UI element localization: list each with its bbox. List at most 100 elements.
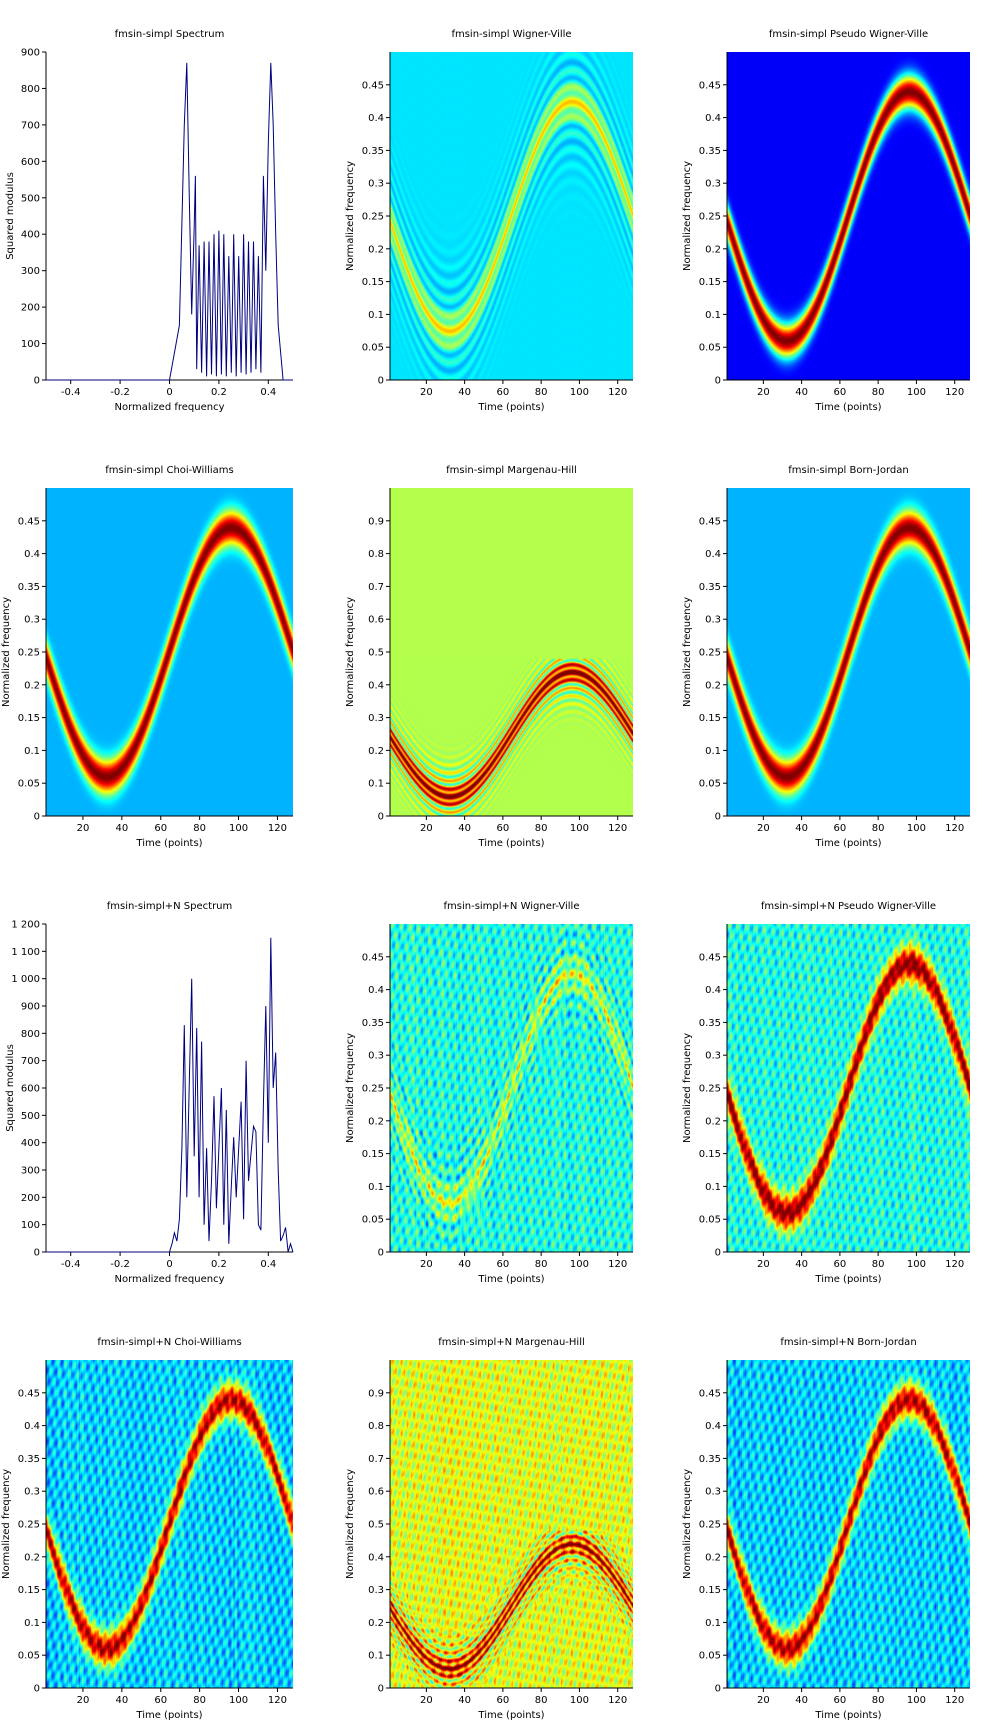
y-tick-label: 0.4 [368, 1552, 384, 1563]
y-tick-label: 0 [378, 376, 384, 387]
x-tick-label: -0.4 [61, 387, 81, 398]
x-tick-label: 20 [420, 387, 433, 398]
x-tick-label: 0.4 [260, 1259, 276, 1270]
y-tick-label: 0.7 [368, 582, 384, 593]
y-tick-label: 0.4 [368, 113, 384, 124]
y-tick-label: 800 [21, 84, 40, 95]
y-axis-label: Normalized frequency [1, 597, 12, 707]
y-tick-label: 500 [21, 1111, 40, 1122]
x-tick-label: 100 [907, 1695, 926, 1706]
chart-panel-8: 20 40 60 80 100 120 0 0.05 0.1 0.15 0.2 0.25 0.3 0.35… [345, 901, 633, 1285]
y-tick-label: 0.35 [699, 1454, 721, 1465]
x-tick-label: 40 [795, 387, 808, 398]
x-axis-label: Time (points) [477, 838, 544, 849]
y-tick-label: 0.4 [705, 549, 721, 560]
x-tick-label: 100 [570, 1259, 589, 1270]
x-tick-label: 20 [757, 1695, 770, 1706]
y-tick-label: 0.4 [705, 113, 721, 124]
y-tick-label: 0.25 [699, 1084, 721, 1095]
y-tick-label: 0.25 [699, 1520, 721, 1531]
chart-panel-6: 20 40 60 80 100 120 0 0.05 0.1 0.15 0.2 0.25 0.3 0.35… [682, 465, 970, 849]
y-tick-label: 100 [21, 339, 40, 350]
y-tick-label: 0.5 [368, 1520, 384, 1531]
y-tick-label: 0 [34, 1248, 40, 1259]
y-tick-label: 0.1 [368, 310, 384, 321]
spectrum-series-line [46, 937, 294, 1253]
x-tick-label: 40 [795, 1259, 808, 1270]
y-tick-label: 0.05 [18, 1651, 40, 1662]
x-tick-label: 80 [535, 387, 548, 398]
x-axis-label: Time (points) [814, 1710, 881, 1721]
x-tick-label: -0.2 [110, 1259, 130, 1270]
y-tick-label: 0.3 [24, 1487, 40, 1498]
y-tick-label: 0 [715, 376, 721, 387]
chart-panel-10: 20 40 60 80 100 120 0 0.05 0.1 0.15 0.2 0.25 0.3 0.35… [1, 1337, 293, 1721]
x-axis-label: Time (points) [814, 838, 881, 849]
y-tick-label: 0 [378, 812, 384, 823]
x-tick-label: 120 [608, 823, 627, 834]
y-tick-label: 100 [21, 1220, 40, 1231]
chart-title: fmsin-simpl Spectrum [115, 29, 225, 40]
y-tick-label: 0.15 [18, 1585, 40, 1596]
y-tick-label: 0.4 [24, 549, 40, 560]
x-tick-label: 60 [834, 823, 847, 834]
y-tick-label: 0.8 [368, 1421, 384, 1432]
y-tick-label: 0.2 [705, 1552, 721, 1563]
x-tick-label: 20 [77, 1695, 90, 1706]
x-axis-label: Time (points) [135, 1710, 202, 1721]
y-tick-label: 800 [21, 1029, 40, 1040]
spectrum-series-line [46, 62, 293, 381]
x-tick-label: 80 [193, 823, 206, 834]
y-tick-label: 0.3 [705, 179, 721, 190]
x-tick-label: 60 [834, 1695, 847, 1706]
chart-title: fmsin-simpl+N Wigner-Ville [444, 901, 580, 912]
x-tick-label: 40 [458, 387, 471, 398]
x-tick-label: 120 [945, 823, 964, 834]
y-tick-label: 0.3 [368, 179, 384, 190]
y-axis-label: Normalized frequency [682, 597, 693, 707]
y-tick-label: 0.4 [368, 985, 384, 996]
y-tick-label: 0.1 [368, 779, 384, 790]
y-tick-label: 0 [34, 812, 40, 823]
y-tick-label: 700 [21, 1056, 40, 1067]
x-tick-label: 100 [907, 387, 926, 398]
heatmap-image [390, 488, 633, 816]
y-tick-label: 0 [715, 1248, 721, 1259]
x-tick-label: 120 [945, 387, 964, 398]
y-tick-label: 600 [21, 1084, 40, 1095]
y-tick-label: 0.1 [24, 746, 40, 757]
x-axis-label: Normalized frequency [114, 1274, 224, 1285]
x-tick-label: 120 [608, 1259, 627, 1270]
chart-title: fmsin-simpl Margenau-Hill [446, 465, 577, 476]
y-tick-label: 0 [34, 376, 40, 387]
y-axis-label: Normalized frequency [345, 161, 356, 271]
chart-panel-1: -0.4 -0.2 0 0.2 0.4 0 100 200 300 400 500 600 700 800… [5, 29, 293, 413]
x-tick-label: 100 [229, 1695, 248, 1706]
y-tick-label: 300 [21, 266, 40, 277]
x-tick-label: 60 [834, 387, 847, 398]
y-tick-label: 0.15 [362, 277, 384, 288]
y-tick-label: 0.45 [699, 80, 721, 91]
y-tick-label: 0.3 [705, 615, 721, 626]
y-axis-label: Normalized frequency [682, 1469, 693, 1579]
y-tick-label: 700 [21, 120, 40, 131]
x-tick-label: 40 [795, 1695, 808, 1706]
chart-title: fmsin-simpl+N Margenau-Hill [438, 1337, 585, 1348]
y-tick-label: 0.45 [362, 80, 384, 91]
chart-panel-3: 20 40 60 80 100 120 0 0.05 0.1 0.15 0.2 0.25 0.3 0.35… [682, 29, 970, 413]
x-tick-label: 100 [907, 1259, 926, 1270]
y-tick-label: 0.05 [362, 343, 384, 354]
y-tick-label: 0.2 [705, 244, 721, 255]
x-tick-label: 100 [570, 1695, 589, 1706]
x-tick-label: 120 [268, 1695, 287, 1706]
y-tick-label: 0.1 [368, 1651, 384, 1662]
y-tick-label: 0.15 [362, 1149, 384, 1160]
y-tick-label: 0.3 [368, 1051, 384, 1062]
y-tick-label: 0.8 [368, 549, 384, 560]
y-tick-label: 0.2 [368, 244, 384, 255]
y-tick-label: 1 100 [11, 947, 40, 958]
y-axis-label: Squared modulus [5, 172, 16, 260]
chart-panel-5: 20 40 60 80 100 120 0 0.1 0.2 0.3 0.4 0.5 0.6 0.7 0.8 0… [345, 465, 633, 849]
y-tick-label: 0.45 [18, 1388, 40, 1399]
y-tick-label: 0.25 [362, 1084, 384, 1095]
